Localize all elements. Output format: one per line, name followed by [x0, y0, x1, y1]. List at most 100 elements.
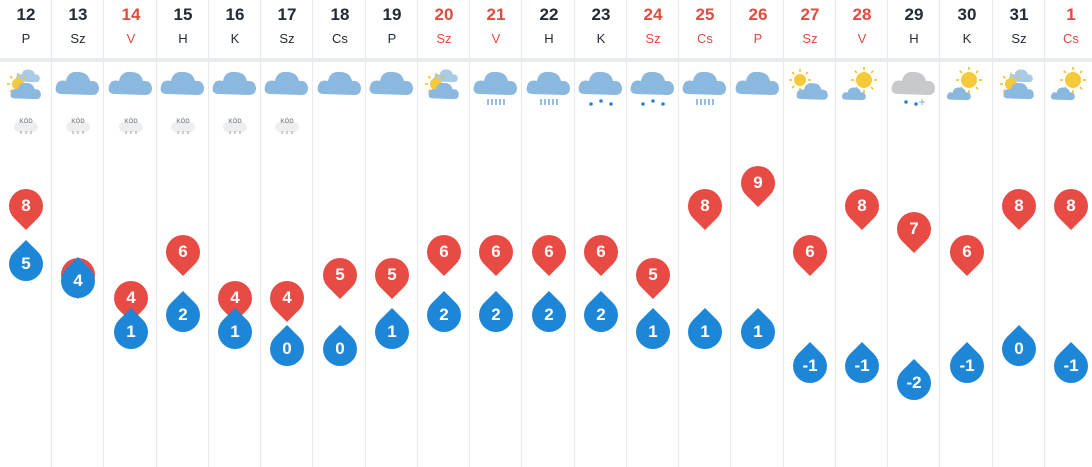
- day-column[interactable]: 19 P 5 1: [366, 0, 418, 467]
- min-temp-marker: 2: [471, 290, 521, 340]
- day-column[interactable]: 13SzKÖD54: [52, 0, 104, 467]
- max-temp-value: 8: [1014, 196, 1024, 215]
- date-number: 12: [16, 5, 36, 24]
- min-temp-value: 1: [648, 322, 658, 341]
- day-column[interactable]: 15 H KÖD 6 2: [157, 0, 209, 467]
- fog-icon: KÖD: [169, 119, 197, 135]
- date-number: 21: [486, 5, 506, 24]
- cloud-icon: [314, 62, 366, 108]
- date-number: 15: [173, 5, 193, 24]
- weekday-label: Sz: [70, 31, 86, 46]
- date-number: 22: [539, 5, 559, 24]
- min-temp-value: 1: [700, 322, 710, 341]
- min-temp-value: 4: [73, 271, 83, 290]
- sleet-icon: [888, 62, 940, 108]
- partly-cloudy-sun-icon: [993, 62, 1045, 108]
- day-header: 26 P: [732, 0, 784, 58]
- date-number: 27: [800, 5, 820, 24]
- min-temp-value: 2: [178, 305, 188, 324]
- max-temp-value: 6: [544, 242, 554, 261]
- day-header: 1 Cs: [1045, 0, 1092, 58]
- day-header: 19 P: [366, 0, 418, 58]
- weekday-label: Sz: [279, 31, 295, 46]
- day-column[interactable]: 1 Cs 8 -1: [1045, 0, 1092, 467]
- day-column[interactable]: 20 Sz 6 2: [418, 0, 470, 467]
- max-temp-marker: 6: [158, 227, 208, 277]
- max-temp-marker: 8: [994, 181, 1044, 231]
- fog-label: KÖD: [176, 119, 190, 125]
- showers-icon: [627, 62, 679, 108]
- max-temp-value: 7: [909, 219, 919, 238]
- date-number: 19: [382, 5, 402, 24]
- day-column[interactable]: 16 K KÖD 4 1: [209, 0, 261, 467]
- weekday-label: H: [544, 31, 554, 46]
- weekday-label: V: [491, 31, 501, 46]
- min-temp-marker: 2: [524, 290, 574, 340]
- min-temp-marker: 1: [628, 307, 678, 357]
- date-number: 28: [852, 5, 872, 24]
- day-header: 29 H: [888, 0, 940, 58]
- partly-cloudy-sun-icon: [418, 62, 470, 108]
- day-column[interactable]: 21 V 6 2: [470, 0, 522, 467]
- day-column[interactable]: 26 P 9 1: [732, 0, 784, 467]
- day-column[interactable]: 14 V KÖD 4 1: [105, 0, 157, 467]
- cloud-icon: [732, 62, 784, 108]
- day-header: 23 K: [575, 0, 627, 58]
- min-temp-marker: 0: [262, 324, 312, 374]
- day-column[interactable]: 30 K 6 -1: [941, 0, 993, 467]
- day-column[interactable]: 29 H 7 -2: [888, 0, 940, 467]
- day-column[interactable]: 24 Sz 5 1: [627, 0, 679, 467]
- max-temp-marker: 6: [785, 227, 835, 277]
- fog-label: KÖD: [124, 119, 138, 125]
- max-temp-value: 5: [335, 265, 345, 284]
- day-header: 27 Sz: [784, 0, 836, 58]
- min-temp-marker: -1: [785, 341, 835, 391]
- max-temp-value: 8: [1066, 196, 1076, 215]
- day-header: 15 H: [157, 0, 209, 58]
- weekday-label: H: [909, 31, 919, 46]
- max-temp-marker: 7: [889, 204, 939, 254]
- day-column[interactable]: 31 Sz 8 0: [993, 0, 1045, 467]
- day-column[interactable]: 28 V 8 -1: [836, 0, 888, 467]
- fog-icon: KÖD: [12, 119, 40, 135]
- date-number: 18: [330, 5, 350, 24]
- min-temp-marker: 1: [680, 307, 730, 357]
- day-column[interactable]: 22 H 6 2: [523, 0, 575, 467]
- min-temp-value: 2: [544, 305, 554, 324]
- weekday-label: Cs: [1063, 31, 1079, 46]
- cloud-icon: [261, 62, 313, 108]
- max-temp-marker: 5: [315, 250, 365, 300]
- weekday-label: Sz: [436, 31, 452, 46]
- fog-icon: KÖD: [117, 119, 145, 135]
- day-column[interactable]: 12 P KÖD 8 5: [0, 0, 52, 467]
- weekday-label: Cs: [332, 31, 348, 46]
- max-temp-marker: 5: [628, 250, 678, 300]
- day-column[interactable]: 18 Cs 5 0: [314, 0, 366, 467]
- weekday-label: Cs: [697, 31, 713, 46]
- day-column[interactable]: 23 K 6 2: [575, 0, 627, 467]
- max-temp-value: 6: [491, 242, 501, 261]
- max-temp-value: 5: [387, 265, 397, 284]
- date-number: 16: [225, 5, 245, 24]
- min-temp-value: 0: [282, 339, 292, 358]
- day-column[interactable]: 27 Sz 6 -1: [784, 0, 836, 467]
- day-header: 28 V: [836, 0, 888, 58]
- fog-label: KÖD: [19, 119, 33, 125]
- rain-icon: [470, 62, 522, 108]
- date-number: 1: [1066, 5, 1076, 24]
- date-number: 26: [748, 5, 768, 24]
- max-temp-value: 8: [857, 196, 867, 215]
- day-header: 18 Cs: [314, 0, 366, 58]
- max-temp-value: 8: [700, 196, 710, 215]
- min-temp-value: 0: [1014, 339, 1024, 358]
- min-temp-marker: 0: [315, 324, 365, 374]
- day-column[interactable]: 17 Sz KÖD 4 0: [261, 0, 313, 467]
- sun-small-cloud-icon: [1045, 62, 1092, 108]
- max-temp-marker: 9: [733, 158, 783, 208]
- day-column[interactable]: 25 Cs 8 1: [679, 0, 731, 467]
- date-number: 24: [643, 5, 663, 24]
- min-temp-value: 1: [387, 322, 397, 341]
- min-temp-value: -1: [1063, 356, 1079, 375]
- weekday-label: P: [387, 31, 397, 46]
- fog-icon: KÖD: [64, 119, 92, 135]
